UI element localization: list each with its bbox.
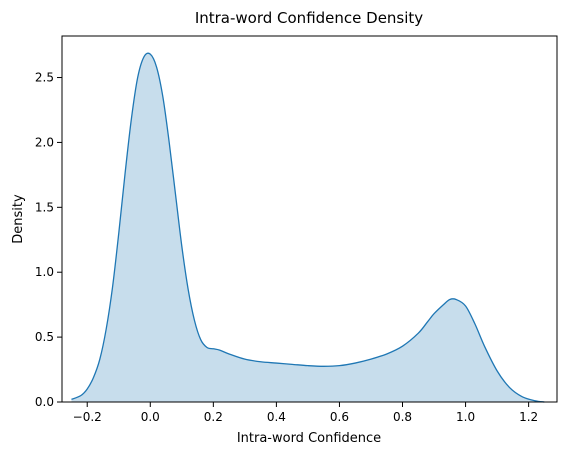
x-tick-label: 0.0: [141, 410, 160, 424]
x-tick-label: 0.2: [204, 410, 223, 424]
y-tick-label: 0.0: [35, 395, 54, 409]
y-tick-label: 0.5: [35, 330, 54, 344]
x-axis-ticks: −0.2 0.0 0.2 0.4 0.6 0.8 1.0 1.2: [73, 402, 538, 424]
axes-frame: [61, 35, 558, 403]
y-axis-ticks: 0.0 0.5 1.0 1.5 2.0 2.5: [35, 71, 62, 409]
y-tick-label: 1.5: [35, 200, 54, 214]
x-tick-label: 0.6: [330, 410, 349, 424]
x-tick-label: −0.2: [73, 410, 102, 424]
x-tick-label: 1.2: [519, 410, 538, 424]
y-tick-label: 2.0: [35, 135, 54, 149]
y-tick-label: 1.0: [35, 265, 54, 279]
x-tick-label: 1.0: [456, 410, 475, 424]
density-area-fill: [71, 53, 545, 403]
plot-area: [71, 52, 545, 403]
y-axis-label: Density: [11, 194, 26, 244]
density-curve: [71, 52, 545, 403]
x-tick-label: 0.4: [267, 410, 286, 424]
x-tick-label: 0.8: [393, 410, 412, 424]
chart-title: Intra-word Confidence Density: [195, 9, 423, 27]
x-axis-label: Intra-word Confidence: [237, 431, 381, 446]
y-tick-label: 2.5: [35, 71, 54, 85]
